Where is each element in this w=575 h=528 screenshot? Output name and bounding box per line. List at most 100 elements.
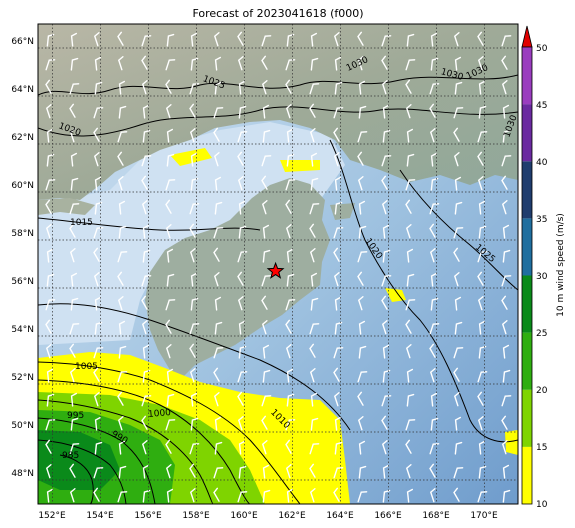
wind-barb xyxy=(358,320,366,335)
wind-barb xyxy=(94,321,103,335)
wind-barb xyxy=(166,488,174,503)
wind-barb xyxy=(453,152,460,167)
wind-barb xyxy=(238,440,246,455)
wind-barb xyxy=(237,31,244,46)
wind-barb xyxy=(142,224,150,239)
wind-barb xyxy=(429,488,436,503)
wind-barb xyxy=(237,391,244,406)
wind-barb xyxy=(141,155,152,167)
wind-barb xyxy=(117,296,124,311)
wind-barb xyxy=(310,32,318,47)
wind-barb xyxy=(166,33,175,47)
wind-barb xyxy=(454,416,462,431)
wind-barb xyxy=(381,155,392,167)
wind-barb xyxy=(69,248,76,263)
wind-barb xyxy=(357,491,368,503)
wind-barb xyxy=(69,368,76,383)
wind-barb xyxy=(381,440,388,455)
wind-barb xyxy=(238,465,247,479)
wind-barb xyxy=(333,272,340,287)
wind-barb xyxy=(334,56,342,71)
wind-barb xyxy=(430,57,439,71)
wind-barb xyxy=(94,201,103,215)
wind-barb xyxy=(478,345,487,359)
wind-barb xyxy=(382,464,390,479)
wind-barb xyxy=(237,151,244,166)
lon-label: 162°E xyxy=(278,511,306,521)
wind-barb xyxy=(165,79,172,94)
wind-barb xyxy=(501,175,508,190)
wind-barb xyxy=(286,368,294,383)
wind-barb xyxy=(381,55,388,70)
wind-barb xyxy=(405,179,416,191)
wind-barb xyxy=(334,441,343,455)
wind-barb xyxy=(142,249,151,263)
lat-label: 66°N xyxy=(11,37,34,47)
wind-barb xyxy=(190,417,199,431)
wind-barb xyxy=(117,56,124,71)
wind-barb xyxy=(381,395,392,407)
wind-barb xyxy=(165,419,176,431)
wind-barb xyxy=(358,105,367,119)
wind-barb xyxy=(141,320,148,335)
wind-barb xyxy=(214,441,223,455)
wind-barb xyxy=(189,203,200,215)
wind-barb xyxy=(213,107,224,119)
colorbar-segment xyxy=(522,332,532,390)
wind-barb xyxy=(286,273,295,287)
wind-barb xyxy=(429,128,436,143)
wind-barb xyxy=(406,488,414,503)
longitude-labels: 152°E 154°E 156°E 158°E 160°E 162°E 164°… xyxy=(38,511,498,521)
wind-barb xyxy=(453,127,460,142)
wind-barb xyxy=(261,80,268,95)
wind-barb xyxy=(501,440,508,455)
wind-barb xyxy=(405,464,412,479)
wind-barb xyxy=(118,80,126,95)
wind-barb xyxy=(69,323,80,335)
wind-barb xyxy=(46,368,54,383)
wind-barb xyxy=(285,179,296,191)
wind-barb xyxy=(477,31,484,46)
wind-barb xyxy=(213,32,220,47)
wind-barb xyxy=(69,443,80,455)
wind-barb xyxy=(310,57,319,71)
wind-barb xyxy=(117,131,128,143)
colorbar-frame xyxy=(521,46,533,505)
wind-barb xyxy=(189,323,200,335)
wind-barb xyxy=(381,320,388,335)
wind-barb xyxy=(309,368,316,383)
wind-barb xyxy=(477,251,488,263)
map-title: Forecast of 2023041618 (f000) xyxy=(192,7,364,20)
wind-barb xyxy=(333,227,344,239)
wind-barb xyxy=(406,153,415,167)
wind-barb xyxy=(309,223,316,238)
wind-barb xyxy=(502,489,511,503)
wind-barb xyxy=(262,464,270,479)
wind-barb xyxy=(286,153,295,167)
wind-barb xyxy=(141,55,148,70)
wind-barb xyxy=(46,248,54,263)
wind-barb xyxy=(237,251,248,263)
wind-barb xyxy=(214,296,222,311)
wind-barb xyxy=(405,419,416,431)
wind-barb xyxy=(142,464,150,479)
wind-barb xyxy=(454,81,463,95)
wind-barb xyxy=(142,489,151,503)
wind-barb xyxy=(69,223,76,238)
wind-barb xyxy=(453,32,460,47)
wind-barb xyxy=(286,488,294,503)
wind-barb xyxy=(94,296,102,311)
wind-barb xyxy=(213,227,224,239)
wind-barb xyxy=(214,321,223,335)
wind-barb xyxy=(501,320,508,335)
wind-barb xyxy=(501,275,512,287)
wind-barb xyxy=(117,371,128,383)
wind-barb xyxy=(213,392,220,407)
wind-barb xyxy=(454,176,462,191)
wind-barb xyxy=(381,200,388,215)
wind-barb xyxy=(357,176,364,191)
wind-barb xyxy=(70,297,79,311)
wind-barb xyxy=(357,31,364,46)
wind-barb xyxy=(405,344,412,359)
wind-barb xyxy=(333,127,340,142)
